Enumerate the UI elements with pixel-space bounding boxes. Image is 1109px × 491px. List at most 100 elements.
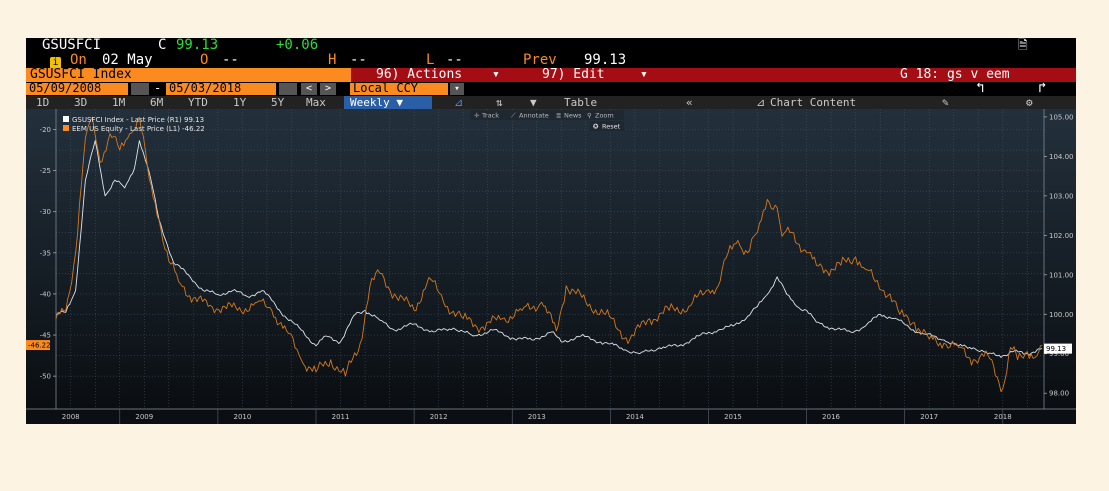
reset-label[interactable]: Reset: [602, 123, 621, 131]
edit-caret-icon[interactable]: ▾: [640, 67, 648, 82]
period-5y[interactable]: 5Y: [271, 96, 285, 109]
range-bar: 05/09/2008 - 05/03/2018 < > Local CCY ▾ …: [26, 80, 1076, 96]
left-tick-label: -40: [40, 290, 51, 298]
left-tick-label: -45: [40, 332, 51, 340]
change-value: +0.06: [276, 38, 319, 53]
sort-icon[interactable]: ⇅: [496, 96, 503, 109]
next-range-icon[interactable]: >: [320, 83, 336, 95]
currency-caret-icon[interactable]: ▾: [450, 83, 464, 95]
back-arrow-icon[interactable]: ↰: [976, 80, 985, 96]
edit-menu[interactable]: 97) Edit: [542, 67, 605, 82]
left-tick-label: -35: [40, 249, 51, 257]
last-value-left: -46.22: [28, 342, 51, 350]
period-max[interactable]: Max: [306, 96, 326, 109]
grid: [56, 109, 1044, 409]
on-label: On: [70, 52, 87, 68]
open-value: --: [222, 52, 239, 68]
start-calendar-icon[interactable]: [131, 83, 149, 95]
left-tick-label: -30: [40, 208, 51, 216]
settings-gear-icon[interactable]: ⚙: [1026, 96, 1033, 109]
close-value: 99.13: [176, 38, 219, 53]
high-label: H: [328, 52, 337, 68]
end-date: 05/03/2018: [169, 81, 242, 95]
right-tick-label: 98.00: [1049, 390, 1069, 398]
table-button[interactable]: Table: [564, 96, 598, 109]
price-chart[interactable]: -20 -25 -30 -35 -40 -45 -50 105.00 104.00 103.00 1…: [26, 109, 1076, 424]
bloomberg-terminal: GSUSFCI C 99.13 +0.06 🗎 i On 02 May O --…: [26, 38, 1076, 424]
x-tick-label: 2016: [822, 413, 840, 421]
end-calendar-icon[interactable]: [279, 83, 297, 95]
series-line-gsusfci: [55, 140, 1043, 358]
low-value: --: [446, 52, 463, 68]
open-label: O: [200, 52, 209, 68]
x-tick-label: 2015: [724, 413, 742, 421]
actions-caret-icon[interactable]: ▾: [492, 67, 500, 82]
period-6m[interactable]: 6M: [150, 96, 164, 109]
line-chart-icon[interactable]: ⊿: [454, 96, 464, 109]
zoom-label[interactable]: Zoom: [595, 112, 614, 120]
legend-gsusfci: GSUSFCI Index - Last Price (R1) 99.13: [72, 116, 204, 124]
legend-swatch-eem: [63, 125, 69, 131]
menu-bar: GSUSFCI Index 96) Actions ▾ 97) Edit ▾ G…: [26, 68, 1076, 82]
track-button[interactable]: ✛: [474, 112, 479, 120]
high-value: --: [350, 52, 367, 68]
x-tick-label: 2008: [62, 413, 80, 421]
info-icon[interactable]: i: [50, 54, 61, 69]
close-label: C: [158, 38, 167, 53]
collapse-icon[interactable]: «: [686, 96, 693, 109]
right-tick-label: 99.00: [1049, 350, 1069, 358]
x-axis-band: [26, 409, 1076, 424]
document-icon[interactable]: 🗎: [1018, 38, 1028, 52]
news-label[interactable]: News: [564, 112, 582, 120]
x-tick-label: 2018: [994, 413, 1012, 421]
reset-icon[interactable]: ✪: [593, 123, 599, 131]
period-ytd[interactable]: YTD: [188, 96, 208, 109]
track-icon: ✛: [474, 112, 479, 120]
quote-date: 02 May: [102, 52, 153, 68]
right-tick-label: 100.00: [1049, 311, 1074, 319]
series-line-eem: [55, 116, 1043, 393]
legend: GSUSFCI Index - Last Price (R1) 99.13 EE…: [63, 116, 205, 133]
toolbar-caret-icon[interactable]: ▼: [530, 96, 537, 109]
track-label[interactable]: Track: [481, 112, 499, 120]
annotate-icon[interactable]: ⟋: [511, 112, 516, 120]
x-tick-label: 2013: [528, 413, 546, 421]
x-tick-label: 2011: [332, 413, 350, 421]
series-lines: [55, 116, 1043, 393]
left-tick-label: -20: [40, 126, 51, 134]
prev-label: Prev: [523, 52, 557, 68]
security-field[interactable]: [26, 68, 351, 82]
end-date-field[interactable]: [166, 83, 276, 95]
start-date-field[interactable]: [26, 83, 128, 95]
actions-menu[interactable]: 96) Actions: [376, 67, 463, 82]
start-date: 05/09/2008: [29, 81, 102, 95]
last-value-left-tag: -46.22: [26, 340, 51, 351]
period-3d[interactable]: 3D: [74, 96, 88, 109]
news-icon[interactable]: ≣: [556, 112, 561, 120]
frequency-label: Weekly ▼: [350, 96, 403, 109]
prev-range-icon[interactable]: <: [301, 83, 317, 95]
x-tick-label: 2009: [135, 413, 153, 421]
chart-content-icon[interactable]: ⊿: [756, 96, 766, 109]
x-tick-label: 2010: [234, 413, 252, 421]
right-tick-label: 102.00: [1049, 232, 1074, 240]
edit-icon[interactable]: ✎: [942, 96, 949, 109]
period-1y[interactable]: 1Y: [233, 96, 247, 109]
left-tick-label: -50: [40, 373, 51, 381]
x-tick-label: 2012: [430, 413, 448, 421]
frequency-dropdown[interactable]: [344, 96, 432, 109]
currency-field[interactable]: [350, 83, 448, 95]
annotate-label[interactable]: Annotate: [519, 112, 549, 120]
period-1d[interactable]: 1D: [36, 96, 50, 109]
right-tick-label: 105.00: [1049, 113, 1074, 121]
right-tick-label: 104.00: [1049, 153, 1074, 161]
period-1m[interactable]: 1M: [112, 96, 126, 109]
currency: Local CCY: [353, 81, 419, 95]
x-tick-label: 2017: [920, 413, 938, 421]
chart-menu: ✛ Track ⟋ Annotate ≣ News ⚲ Zoom ✪ Reset: [470, 110, 624, 131]
legend-eem: EEM US Equity - Last Price (L1) -46.22: [72, 125, 205, 133]
last-value-right-tag: 99.13: [1044, 343, 1072, 354]
chart-content-button[interactable]: Chart Content: [770, 96, 857, 109]
forward-arrow-icon[interactable]: ↱: [1038, 80, 1047, 96]
zoom-icon[interactable]: ⚲: [587, 112, 592, 120]
